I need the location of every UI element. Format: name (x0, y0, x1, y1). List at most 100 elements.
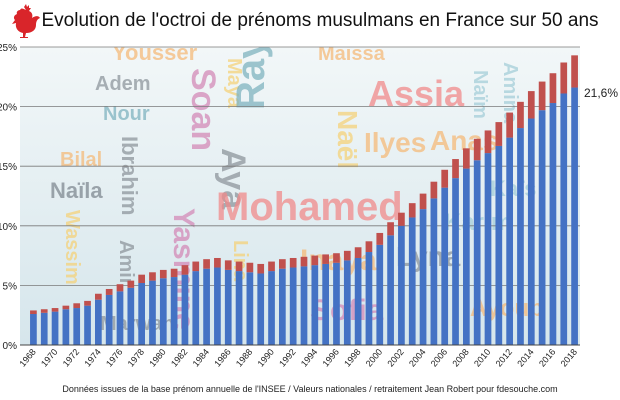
bar-base (527, 118, 535, 346)
wordcloud-word: Wassim (61, 210, 83, 285)
wordcloud-word: Naël (332, 110, 363, 169)
x-tick-label: 2018 (559, 347, 580, 369)
bar-top (506, 112, 514, 138)
x-tick-label: 2010 (472, 347, 493, 369)
bar-top (473, 138, 481, 161)
bar-top (289, 257, 297, 268)
bar-base (40, 312, 48, 345)
chart-title: Evolution de l'octroi de prénoms musulma… (41, 10, 599, 31)
y-tick-label: 20% (0, 103, 17, 114)
bar-top (517, 101, 524, 129)
x-tick-label: 2000 (364, 347, 385, 369)
wordcloud-word: Maya (223, 58, 245, 109)
bar-base (506, 137, 514, 345)
wordcloud-word: Assia (368, 73, 465, 114)
bar-top (495, 122, 503, 146)
wordcloud-word: Ibrahim (117, 136, 142, 215)
bar-top (278, 259, 286, 269)
bar-top (127, 280, 135, 288)
bar-base (311, 265, 319, 345)
wordcloud-word: Nour (103, 103, 150, 125)
bar-top (40, 309, 48, 313)
bar-top (62, 305, 70, 310)
bar-top (408, 203, 416, 218)
bar-top (149, 272, 156, 281)
bar-top (214, 257, 221, 268)
bar-top (311, 255, 319, 266)
bar-base (51, 311, 59, 345)
bar-top (116, 284, 124, 292)
bar-top (462, 148, 470, 169)
bar-base (192, 271, 200, 345)
wordcloud-word: Amina (499, 62, 521, 124)
x-tick-label: 1992 (277, 347, 298, 369)
bar-base (354, 257, 362, 345)
x-tick-label: 1974 (82, 347, 103, 369)
rooster-logo (12, 4, 40, 38)
bar-base (159, 278, 167, 345)
bar-base (138, 283, 146, 345)
wordcloud-word: Soan (184, 68, 222, 151)
wordcloud-word: Maissa (318, 43, 386, 65)
bar-top (170, 268, 178, 278)
bar-top (192, 261, 200, 272)
wordcloud-word: Rayan (229, 0, 273, 110)
wordcloud-word: Aya (214, 148, 252, 210)
bar-top (333, 253, 340, 263)
bar-base (278, 268, 286, 345)
x-tick-label: 2014 (515, 347, 536, 369)
bar-top (138, 274, 146, 284)
wordcloud-word: Adem (95, 73, 151, 95)
x-tick-label: 1988 (234, 347, 255, 369)
end-value-label: 21,6% (584, 86, 619, 100)
bar-base (560, 93, 568, 345)
wordcloud-word: Naïla (50, 178, 103, 203)
rooster-shape (12, 4, 40, 38)
bar-base (257, 273, 265, 345)
bar-top (549, 73, 557, 104)
bar-base (495, 145, 503, 345)
bar-top (354, 247, 362, 258)
x-tick-label: 1990 (256, 347, 277, 369)
bar-base (322, 263, 330, 345)
x-tick-label: 1996 (320, 347, 341, 369)
bar-base (170, 277, 178, 345)
bar-top (203, 259, 210, 269)
bar-top (419, 193, 427, 210)
bar-base (224, 269, 232, 345)
bar-base (333, 262, 340, 345)
x-tick-label: 2002 (385, 347, 406, 369)
bar-base (387, 235, 394, 345)
x-tick-label: 2006 (429, 347, 450, 369)
wordcloud-word: Amir (115, 240, 137, 286)
bar-base (203, 268, 210, 345)
source-credit: Données issues de la base prénom annuell… (62, 384, 558, 394)
bar-top (159, 269, 167, 279)
bars (30, 55, 578, 346)
x-tick-label: 1972 (61, 347, 82, 369)
bar-top (94, 293, 102, 300)
bar-top (571, 55, 578, 88)
wordcloud-word: Ilyes (364, 127, 426, 158)
wordcloud-word: Lina (229, 240, 251, 282)
bar-top (300, 256, 308, 267)
x-tick-label: 1968 (17, 347, 38, 369)
x-tick-label: 1986 (212, 347, 233, 369)
bar-base (473, 160, 481, 345)
bar-top (181, 265, 189, 275)
x-tick-label: 1984 (191, 347, 212, 369)
wordcloud-word: Mohamed (216, 185, 403, 229)
bar-top (376, 232, 384, 245)
bar-top (84, 300, 91, 306)
bar-base (300, 266, 308, 345)
bar-top (73, 303, 81, 309)
bar-base (441, 187, 449, 345)
bar-base (62, 309, 70, 345)
bar-base (289, 267, 297, 345)
x-tick-label: 1994 (299, 347, 320, 369)
x-tick-label: 1970 (39, 347, 60, 369)
bar-top (105, 288, 113, 295)
x-tick-label: 1980 (147, 347, 168, 369)
wordcloud-word: Yousser (112, 40, 198, 65)
x-tick-label: 1998 (342, 347, 363, 369)
